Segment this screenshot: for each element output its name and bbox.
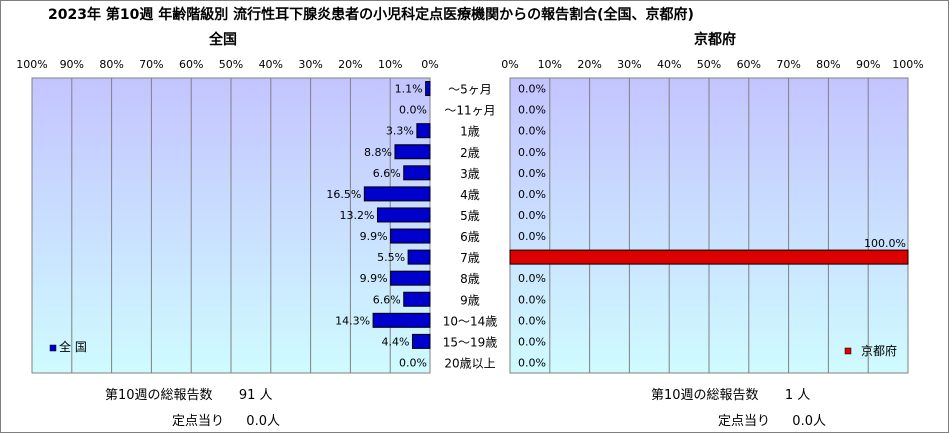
kyoto-data-label: 0.0% [518, 104, 546, 117]
kyoto-tick-label: 90% [856, 58, 880, 71]
kyoto-legend-swatch [844, 347, 852, 355]
category-label: 10～14歳 [443, 314, 498, 328]
national-data-label: 9.9% [360, 230, 388, 243]
kyoto-tick-label: 20% [577, 58, 601, 71]
national-data-label: 6.6% [373, 167, 401, 180]
kyoto-data-label: 0.0% [518, 83, 546, 96]
national-data-label: 0.0% [399, 104, 427, 117]
kyoto-data-label: 0.0% [518, 230, 546, 243]
national-data-label: 9.9% [360, 272, 388, 285]
national-tick-label: 100% [16, 58, 47, 71]
kyoto-tick-label: 60% [737, 58, 761, 71]
national-per-site-label: 定点当り [172, 414, 225, 429]
national-tick-label: 30% [298, 58, 322, 71]
kyoto-per-site: 定点当り 0.0人 [718, 410, 826, 429]
national-bar [394, 144, 431, 160]
kyoto-data-label: 0.0% [518, 188, 546, 201]
category-label: ～11ヶ月 [444, 104, 495, 118]
chart-title: 2023年 第10週 年齢階級別 流行性耳下腺炎患者の小児科定点医療機関からの報… [48, 6, 694, 23]
category-label: 9歳 [460, 293, 480, 307]
national-bar [425, 81, 431, 97]
national-data-label: 8.8% [364, 146, 392, 159]
kyoto-data-label: 0.0% [518, 167, 546, 180]
national-legend-swatch [49, 344, 57, 352]
national-panel-title: 全国 [208, 31, 237, 48]
national-per-site: 定点当り 0.0人 [172, 410, 280, 429]
national-tick-label: 90% [60, 58, 84, 71]
national-data-label: 14.3% [335, 314, 370, 327]
national-legend-label: 全 国 [59, 339, 87, 354]
kyoto-data-label: 0.0% [518, 293, 546, 306]
kyoto-data-label: 0.0% [518, 314, 546, 327]
national-tick-label: 80% [99, 58, 123, 71]
national-data-label: 0.0% [399, 356, 427, 369]
category-label: 1歳 [460, 125, 480, 139]
kyoto-tick-label: 100% [892, 58, 923, 71]
category-label: 7歳 [460, 251, 480, 265]
kyoto-bar [509, 249, 909, 265]
national-tick-label: 40% [259, 58, 283, 71]
national-tick-label: 70% [139, 58, 163, 71]
kyoto-tick-label: 30% [617, 58, 641, 71]
national-total-label: 第10週の総報告数 [105, 388, 213, 403]
kyoto-tick-label: 10% [538, 58, 562, 71]
national-tick-label: 20% [338, 58, 362, 71]
kyoto-tick-label: 40% [657, 58, 681, 71]
national-tick-label: 0% [421, 58, 438, 71]
kyoto-tick-label: 80% [816, 58, 840, 71]
national-bar [403, 291, 431, 307]
national-bar [411, 333, 431, 349]
category-label: 8歳 [460, 272, 480, 286]
national-total-value: 91 人 [238, 388, 273, 403]
national-bar [407, 249, 431, 265]
kyoto-data-label: 0.0% [518, 272, 546, 285]
kyoto-tick-label: 70% [776, 58, 800, 71]
national-tick-label: 60% [179, 58, 203, 71]
national-data-label: 16.5% [326, 188, 361, 201]
kyoto-legend-label: 京都府 [861, 343, 897, 358]
national-bar [363, 186, 431, 202]
kyoto-total-label: 第10週の総報告数 [651, 388, 759, 403]
kyoto-per-site-value: 0.0人 [792, 414, 826, 429]
national-bar [376, 207, 431, 223]
kyoto-data-label: 0.0% [518, 209, 546, 222]
national-data-label: 13.2% [340, 209, 375, 222]
national-total: 第10週の総報告数 91 人 [105, 384, 273, 403]
kyoto-data-label: 0.0% [518, 335, 546, 348]
national-bar [416, 123, 431, 139]
category-label: 2歳 [460, 146, 480, 160]
category-label: 6歳 [460, 230, 480, 244]
national-bar [403, 165, 431, 181]
national-bar [390, 270, 431, 286]
category-label: 3歳 [460, 167, 480, 181]
category-label: 20歳以上 [444, 356, 495, 370]
national-data-label: 6.6% [373, 293, 401, 306]
national-bar [390, 228, 431, 244]
national-data-label: 3.3% [386, 125, 414, 138]
kyoto-data-label: 0.0% [518, 356, 546, 369]
national-per-site-value: 0.0人 [246, 414, 280, 429]
kyoto-data-label: 0.0% [518, 146, 546, 159]
kyoto-tick-label: 0% [501, 58, 518, 71]
kyoto-data-label: 0.0% [518, 125, 546, 138]
category-label: 15～19歳 [443, 335, 498, 349]
category-label: 4歳 [460, 188, 480, 202]
kyoto-per-site-label: 定点当り [718, 414, 771, 429]
national-tick-label: 10% [378, 58, 402, 71]
national-data-label: 5.5% [377, 251, 405, 264]
category-label: 5歳 [460, 209, 480, 223]
kyoto-panel-title: 京都府 [694, 31, 736, 48]
national-data-label: 4.4% [382, 335, 410, 348]
kyoto-total-value: 1 人 [784, 388, 811, 403]
national-data-label: 1.1% [395, 83, 423, 96]
kyoto-data-label: 100.0% [864, 237, 906, 250]
national-bar [372, 312, 431, 328]
category-label: ～5ヶ月 [448, 83, 492, 97]
kyoto-total: 第10週の総報告数 1 人 [651, 384, 810, 403]
national-tick-label: 50% [219, 58, 243, 71]
kyoto-tick-label: 50% [697, 58, 721, 71]
